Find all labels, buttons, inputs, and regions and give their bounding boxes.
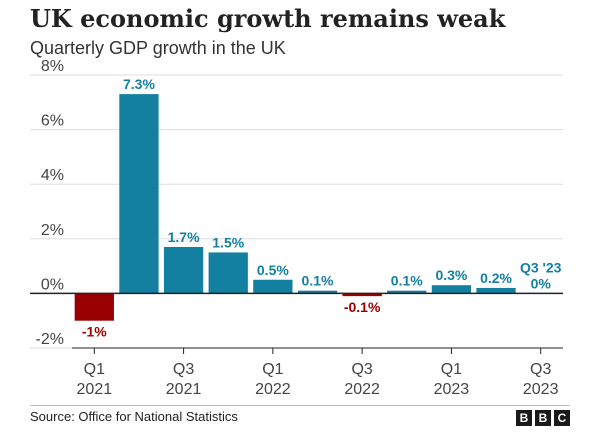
y-tick-label: 8% xyxy=(41,58,64,75)
y-tick-label: 2% xyxy=(41,222,64,239)
data-label: 0.5% xyxy=(257,262,289,278)
data-label: 1.7% xyxy=(168,229,200,245)
x-tick-label-year: 2021 xyxy=(166,381,202,398)
data-label: 1.5% xyxy=(212,234,244,250)
data-label: -0.1% xyxy=(344,299,381,315)
data-label: -1% xyxy=(82,324,107,340)
y-tick-label: 0% xyxy=(41,276,64,293)
source-note: Source: Office for National Statistics xyxy=(30,409,238,424)
bbc-logo-letter-3: C xyxy=(554,410,570,426)
data-label: 0.3% xyxy=(435,267,467,283)
footer-divider xyxy=(30,405,570,406)
bbc-logo-letter-1: B xyxy=(516,410,532,426)
data-label: 0.1% xyxy=(302,273,334,289)
data-label: 0.2% xyxy=(480,270,512,286)
y-tick-label: 6% xyxy=(41,113,64,130)
x-tick-label-quarter: Q3 xyxy=(173,361,194,378)
gdp-bar-chart: -2% 0% 2% 4% 6% 8% -1% 7.3% 1.7% 1.5% 0.5% 0.1% -0.1… xyxy=(30,58,563,398)
x-tick-label-quarter: Q3 xyxy=(530,361,551,378)
bbc-logo: B B C xyxy=(516,410,570,426)
bar xyxy=(119,94,159,294)
x-tick-label-quarter: Q1 xyxy=(441,361,462,378)
x-tick-label-year: 2023 xyxy=(434,381,470,398)
x-tick-label-year: 2022 xyxy=(255,381,291,398)
bar xyxy=(342,293,382,297)
chart-subtitle: Quarterly GDP growth in the UK xyxy=(30,38,286,58)
x-tick-label-year: 2022 xyxy=(344,381,380,398)
bar xyxy=(476,287,516,294)
y-tick-label: 4% xyxy=(41,167,64,184)
x-tick-label-quarter: Q1 xyxy=(84,361,105,378)
chart-title: UK economic growth remains weak xyxy=(30,4,506,33)
data-label: 7.3% xyxy=(123,76,155,92)
data-label: 0.1% xyxy=(391,273,423,289)
bar xyxy=(74,293,114,321)
bar xyxy=(297,290,338,294)
bar xyxy=(208,252,248,294)
bbc-logo-letter-2: B xyxy=(535,410,551,426)
bar xyxy=(431,285,472,294)
x-tick-label-quarter: Q1 xyxy=(262,361,283,378)
y-tick-label: -2% xyxy=(36,331,64,348)
x-tick-label-year: 2023 xyxy=(523,381,559,398)
last-bar-quarter-label: Q3 '23 xyxy=(520,259,562,275)
x-tick-label-quarter: Q3 xyxy=(351,361,372,378)
x-tick-label-year: 2021 xyxy=(77,381,113,398)
data-label: 0% xyxy=(531,275,552,291)
bar xyxy=(387,290,427,294)
bar xyxy=(253,279,293,294)
bar xyxy=(163,246,204,294)
